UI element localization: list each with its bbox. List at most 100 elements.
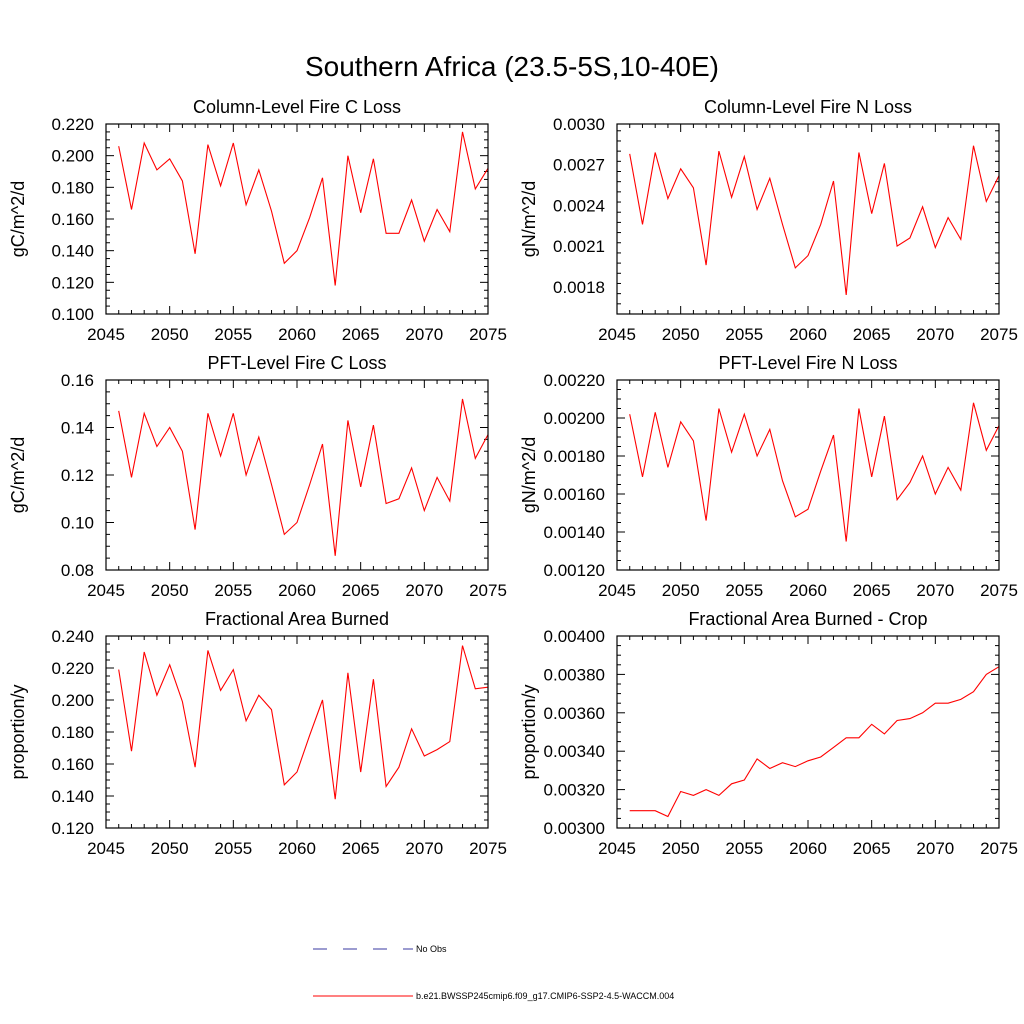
y-tick-label: 0.120: [51, 273, 94, 292]
y-tick-label: 0.08: [61, 561, 94, 580]
y-axis-label: gC/m^2/d: [8, 437, 28, 513]
series-line: [118, 398, 489, 556]
legend-label-no-obs: No Obs: [416, 944, 447, 954]
x-tick-label: 2055: [214, 581, 252, 600]
y-tick-label: 0.180: [51, 723, 94, 742]
series-line: [629, 666, 1000, 818]
x-tick-label: 2060: [278, 325, 316, 344]
x-tick-label: 2045: [87, 581, 125, 600]
y-tick-label: 0.220: [51, 659, 94, 678]
plot-frame: [105, 635, 489, 829]
y-tick-label: 0.0021: [553, 237, 605, 256]
x-tick-label: 2045: [598, 839, 636, 858]
x-tick-label: 2055: [725, 839, 763, 858]
x-tick-label: 2055: [725, 325, 763, 344]
y-tick-label: 0.00220: [544, 371, 605, 390]
x-tick-label: 2055: [214, 839, 252, 858]
series-line: [118, 131, 489, 286]
y-tick-label: 0.220: [51, 115, 94, 134]
x-tick-label: 2075: [469, 839, 507, 858]
y-axis-label: gN/m^2/d: [519, 437, 539, 513]
series-line: [629, 402, 1000, 542]
x-tick-label: 2075: [980, 839, 1018, 858]
chart-panel-4: PFT-Level Fire N Loss gN/m^2/d 2045 2050 205…: [519, 353, 1018, 600]
y-tick-label: 0.240: [51, 627, 94, 646]
x-tick-label: 2075: [469, 581, 507, 600]
plot-frame: [616, 379, 1000, 571]
y-axis-label: gN/m^2/d: [519, 181, 539, 257]
y-tick-label: 0.160: [51, 210, 94, 229]
panel-title: Fractional Area Burned - Crop: [688, 609, 927, 629]
x-tick-label: 2060: [789, 581, 827, 600]
panel-title: Column-Level Fire C Loss: [193, 97, 401, 117]
x-tick-label: 2045: [87, 839, 125, 858]
y-tick-label: 0.00400: [544, 627, 605, 646]
chart-panel-1: Column-Level Fire C Loss gC/m^2/d 2045 2050…: [8, 97, 507, 344]
x-tick-label: 2070: [405, 581, 443, 600]
y-tick-label: 0.00320: [544, 781, 605, 800]
y-tick-label: 0.12: [61, 466, 94, 485]
y-tick-label: 0.120: [51, 819, 94, 838]
y-tick-label: 0.16: [61, 371, 94, 390]
plot-frame: [105, 123, 489, 315]
x-tick-label: 2070: [405, 839, 443, 858]
y-tick-label: 0.00140: [544, 523, 605, 542]
y-axis-label: gC/m^2/d: [8, 181, 28, 257]
y-tick-label: 0.0024: [553, 196, 605, 215]
x-tick-label: 2045: [598, 581, 636, 600]
x-tick-label: 2065: [853, 581, 891, 600]
x-tick-label: 2050: [151, 581, 189, 600]
y-tick-label: 0.0018: [553, 278, 605, 297]
x-tick-label: 2070: [405, 325, 443, 344]
x-tick-label: 2075: [469, 325, 507, 344]
y-tick-label: 0.200: [51, 691, 94, 710]
legend: No Obs b.e21.BWSSP245cmip6.f09_g17.CMIP6…: [313, 944, 674, 1001]
y-tick-label: 0.0030: [553, 115, 605, 134]
plot-frame: [616, 123, 1000, 315]
y-tick-label: 0.200: [51, 147, 94, 166]
x-tick-label: 2065: [853, 839, 891, 858]
y-tick-label: 0.00120: [544, 561, 605, 580]
x-tick-label: 2065: [342, 581, 380, 600]
chart-panel-5: Fractional Area Burned proportion/y 2045 20…: [8, 609, 507, 858]
y-tick-label: 0.10: [61, 514, 94, 533]
chart-panel-2: Column-Level Fire N Loss gN/m^2/d 2045 2050…: [519, 97, 1018, 344]
y-tick-label: 0.100: [51, 305, 94, 324]
x-tick-label: 2050: [662, 839, 700, 858]
x-tick-label: 2045: [87, 325, 125, 344]
x-tick-label: 2075: [980, 325, 1018, 344]
y-tick-label: 0.00380: [544, 665, 605, 684]
panel-title: Column-Level Fire N Loss: [704, 97, 912, 117]
y-tick-label: 0.160: [51, 755, 94, 774]
x-tick-label: 2070: [916, 325, 954, 344]
y-tick-label: 0.00300: [544, 819, 605, 838]
x-tick-label: 2070: [916, 839, 954, 858]
x-tick-label: 2060: [789, 325, 827, 344]
plot-frame: [616, 635, 1000, 829]
x-tick-label: 2075: [980, 581, 1018, 600]
x-tick-label: 2055: [725, 581, 763, 600]
x-tick-label: 2065: [342, 839, 380, 858]
y-axis-label: proportion/y: [519, 684, 539, 779]
series-line: [118, 645, 489, 800]
y-tick-label: 0.00340: [544, 742, 605, 761]
x-tick-label: 2055: [214, 325, 252, 344]
y-tick-label: 0.0027: [553, 156, 605, 175]
x-tick-label: 2050: [662, 325, 700, 344]
plot-frame: [105, 379, 489, 571]
x-tick-label: 2060: [789, 839, 827, 858]
figure-title: Southern Africa (23.5-5S,10-40E): [305, 51, 719, 82]
y-tick-label: 0.00180: [544, 447, 605, 466]
series-line: [629, 145, 1000, 296]
y-axis-label: proportion/y: [8, 684, 28, 779]
legend-label-simulation: b.e21.BWSSP245cmip6.f09_g17.CMIP6-SSP2-4…: [416, 991, 674, 1001]
x-tick-label: 2050: [151, 325, 189, 344]
panel-title: Fractional Area Burned: [205, 609, 389, 629]
y-tick-label: 0.00160: [544, 485, 605, 504]
y-tick-label: 0.180: [51, 178, 94, 197]
panel-title: PFT-Level Fire C Loss: [207, 353, 386, 373]
chart-panels: Column-Level Fire C Loss gC/m^2/d 2045 2050…: [8, 97, 1018, 858]
x-tick-label: 2050: [151, 839, 189, 858]
x-tick-label: 2060: [278, 839, 316, 858]
